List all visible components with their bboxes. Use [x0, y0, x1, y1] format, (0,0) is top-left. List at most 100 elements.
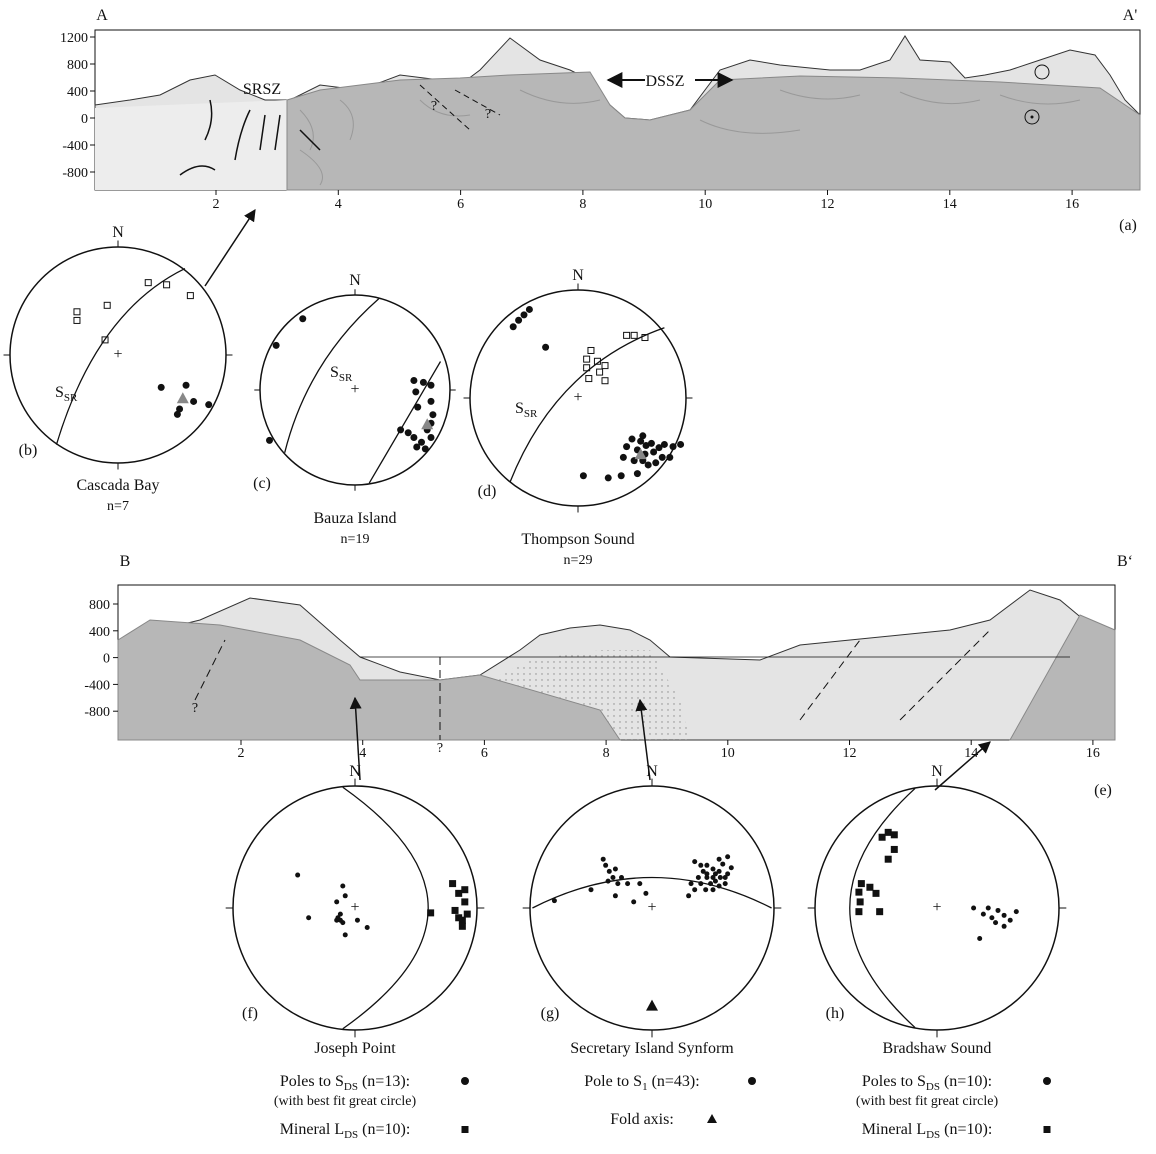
site-name: Secretary Island Synform [570, 1040, 734, 1057]
y-tick-label: -400 [62, 139, 88, 154]
pole [1002, 913, 1007, 918]
pole [977, 936, 982, 941]
legend-entry: Poles to SDS (n=13): [280, 1073, 410, 1093]
pole [405, 429, 412, 436]
x-tick-label: 4 [335, 197, 342, 212]
y-tick-label: 0 [81, 112, 88, 127]
query: ? [192, 701, 198, 716]
pole [422, 445, 429, 452]
pole [183, 382, 190, 389]
pole [703, 887, 708, 892]
lineation [452, 907, 459, 914]
pole [618, 472, 625, 479]
pole [659, 454, 666, 461]
pole [692, 887, 697, 892]
legend-symbol [707, 1114, 717, 1123]
pole [335, 915, 340, 920]
subscript: SR [64, 392, 78, 404]
x-tick-label: 16 [1086, 746, 1100, 761]
pole [613, 866, 618, 871]
pole [176, 406, 183, 413]
pole [428, 398, 435, 405]
pole [698, 881, 703, 886]
query: ? [431, 99, 437, 114]
x-tick-label: 16 [1065, 197, 1079, 212]
legend-symbol [1044, 1126, 1051, 1133]
lineation [876, 908, 883, 915]
pole [613, 893, 618, 898]
lineation [602, 363, 608, 369]
axis [646, 1000, 658, 1011]
pole [365, 925, 370, 930]
pole [601, 857, 606, 862]
lineation [455, 890, 462, 897]
text: (n=13): [358, 1073, 410, 1090]
count: n=19 [341, 532, 370, 547]
pole [971, 906, 976, 911]
x-tick-label: 6 [481, 746, 488, 761]
x-tick-label: 12 [821, 197, 835, 212]
axis [177, 392, 189, 403]
legend-entry: Mineral LDS (n=10): [862, 1121, 993, 1141]
lineation [586, 376, 592, 382]
site-name: Joseph Point [314, 1040, 396, 1057]
pole [645, 461, 652, 468]
query: ? [437, 741, 443, 756]
pole [989, 915, 994, 920]
pole [412, 388, 419, 395]
pole [686, 893, 691, 898]
panel-label: (e) [1094, 782, 1112, 799]
lineation [891, 831, 898, 838]
text: Poles to S [862, 1073, 926, 1090]
pole [580, 472, 587, 479]
y-tick-label: -800 [84, 705, 110, 720]
north-label: N [349, 272, 361, 289]
lineation [602, 378, 608, 384]
y-tick-label: 1200 [60, 31, 88, 46]
y-tick-label: -800 [62, 166, 88, 181]
subscript: DS [344, 1081, 358, 1093]
text: (n=10): [940, 1073, 992, 1090]
pole [410, 377, 417, 384]
x-tick-label: 2 [238, 746, 245, 761]
pole [698, 863, 703, 868]
lineation [624, 332, 630, 338]
pole [986, 906, 991, 911]
lineation [104, 302, 110, 308]
panel-label: (f) [242, 1005, 258, 1022]
plane-label: SSR [330, 364, 353, 384]
x-tick-label: 4 [359, 746, 366, 761]
x-tick-label: 12 [843, 746, 857, 761]
x-tick-label: 2 [213, 197, 220, 212]
lineation [855, 889, 862, 896]
y-tick-label: 400 [67, 85, 88, 100]
lineation [461, 898, 468, 905]
y-tick-label: -400 [84, 678, 110, 693]
pole [637, 881, 642, 886]
lineation [449, 880, 456, 887]
lineation [866, 884, 873, 891]
pole [340, 884, 345, 889]
text: (n=10): [940, 1121, 992, 1138]
lineation [459, 923, 466, 930]
legend-note: (with best fit great circle) [856, 1094, 999, 1109]
pole [696, 875, 701, 880]
lineation [597, 369, 603, 375]
pole [552, 898, 557, 903]
pole [643, 891, 648, 896]
pole [720, 862, 725, 867]
pole [713, 879, 718, 884]
section-a [95, 30, 1140, 190]
pole [689, 881, 694, 886]
pole [343, 893, 348, 898]
pole [634, 470, 641, 477]
lineation [891, 846, 898, 853]
text: Poles to S [280, 1073, 344, 1090]
x-tick-label: 10 [721, 746, 735, 761]
lineation [145, 280, 151, 286]
pole [410, 434, 417, 441]
panel-label: (a) [1119, 217, 1137, 234]
centre: + [350, 899, 359, 916]
pole [620, 454, 627, 461]
lineation [879, 834, 886, 841]
